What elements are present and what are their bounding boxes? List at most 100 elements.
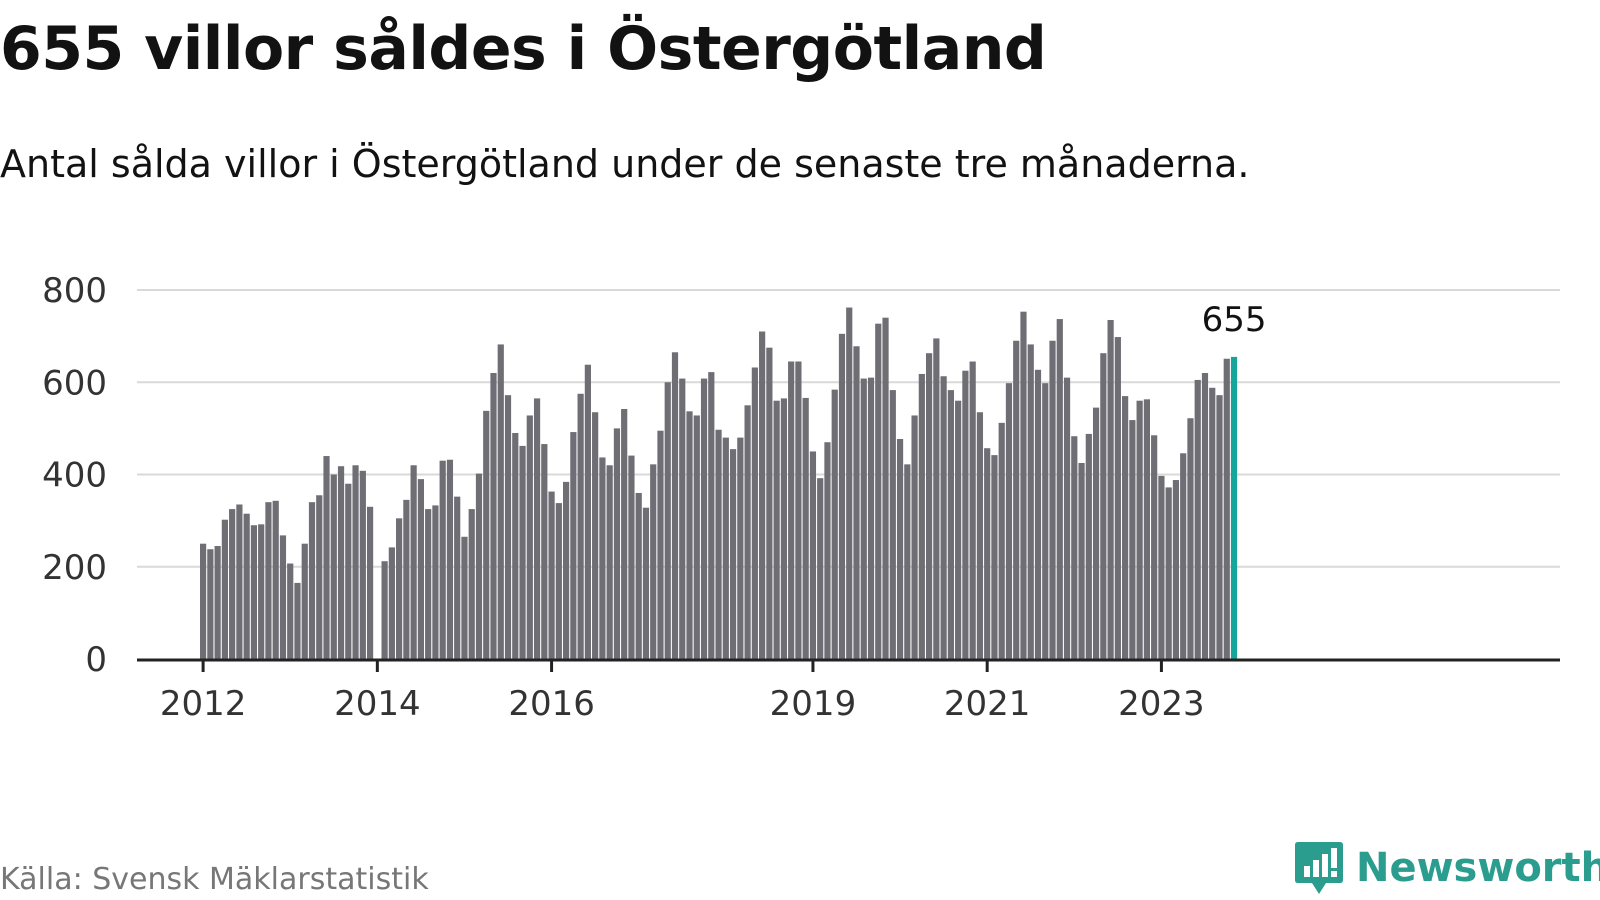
bar [969, 361, 976, 659]
bar [236, 504, 243, 659]
bar [221, 519, 228, 659]
x-axis-tick-labels: 2012 2014 2016 2019 2021 2023 [160, 660, 1205, 724]
bar [947, 390, 954, 659]
bar [976, 412, 984, 659]
bar [788, 361, 795, 659]
bar [1122, 396, 1129, 659]
bar [824, 442, 831, 659]
bar [294, 582, 301, 659]
bar [846, 307, 853, 659]
brand-logo[interactable]: Newsworthy [1294, 840, 1600, 896]
bar [330, 474, 337, 659]
bar [432, 505, 439, 659]
bar [679, 378, 686, 659]
bar [200, 543, 207, 659]
bar [519, 445, 526, 659]
bar [991, 455, 998, 659]
bar [984, 448, 991, 659]
bar [512, 432, 519, 659]
highlight-value-label: 655 [1202, 300, 1267, 340]
bar [352, 465, 359, 659]
bar [1158, 475, 1165, 659]
bar [323, 456, 330, 659]
bar [795, 361, 802, 659]
bar [1034, 369, 1042, 659]
bar [308, 502, 316, 659]
chart-subtitle: Antal sålda villor i Östergötland under … [0, 142, 1250, 186]
brand-name: Newsworthy [1356, 845, 1600, 891]
bar [577, 393, 584, 659]
bar [279, 535, 287, 659]
bar [802, 397, 809, 659]
bar [751, 367, 758, 659]
bar [475, 473, 483, 659]
bar [1216, 395, 1223, 659]
x-tick-label: 2012 [160, 684, 247, 724]
bar [722, 437, 729, 659]
bar [773, 400, 780, 659]
bar-highlight [1230, 356, 1238, 659]
bar [737, 437, 744, 659]
bar [533, 398, 541, 659]
bar [911, 415, 918, 659]
source-note: Källa: Svensk Mäklarstatistik [0, 862, 429, 897]
bar [497, 344, 504, 659]
bar [570, 432, 577, 659]
bar [628, 455, 635, 659]
bar [780, 398, 787, 659]
bar [388, 547, 395, 659]
bar [229, 509, 236, 659]
bar [381, 561, 388, 659]
bar [1129, 420, 1136, 659]
bar [664, 382, 671, 659]
bar [417, 479, 424, 659]
bar [1020, 311, 1027, 659]
bar [563, 481, 570, 659]
bar [1042, 383, 1049, 659]
bar [715, 429, 722, 659]
newsworthy-logo-icon [1295, 842, 1343, 894]
bar [708, 372, 715, 659]
bar [853, 346, 860, 659]
bar [1136, 400, 1143, 659]
bar [207, 549, 214, 659]
bar [1027, 344, 1034, 659]
bar [214, 545, 221, 659]
bar [490, 373, 497, 659]
bar [729, 449, 737, 659]
bar [301, 543, 308, 659]
bar [504, 395, 512, 659]
chart-title: 655 villor såldes i Östergötland [0, 14, 1047, 84]
bar [468, 509, 475, 659]
x-tick-label: 2014 [334, 684, 421, 724]
y-tick-label: 800 [42, 271, 107, 311]
bar [875, 323, 882, 659]
bar [584, 364, 591, 659]
y-tick-label: 600 [42, 363, 107, 403]
bars [200, 307, 1238, 660]
bar [366, 506, 374, 659]
bar [555, 503, 562, 659]
x-tick-label: 2016 [508, 684, 595, 724]
bar [998, 422, 1005, 659]
bar [896, 438, 904, 659]
bar [759, 331, 766, 659]
bar [337, 466, 345, 659]
bar [700, 378, 708, 659]
bar [345, 483, 352, 659]
bar [1085, 433, 1092, 659]
bar [250, 525, 258, 659]
bar [446, 459, 454, 659]
bar [396, 518, 403, 659]
bar [1100, 353, 1107, 659]
bar [635, 492, 642, 659]
bar [359, 470, 366, 659]
bar [403, 499, 410, 659]
bar [686, 411, 693, 659]
bar [1013, 340, 1020, 659]
bar [918, 373, 925, 659]
bar [592, 412, 599, 659]
bar [621, 409, 628, 659]
bar [940, 376, 947, 659]
bar [955, 400, 962, 659]
